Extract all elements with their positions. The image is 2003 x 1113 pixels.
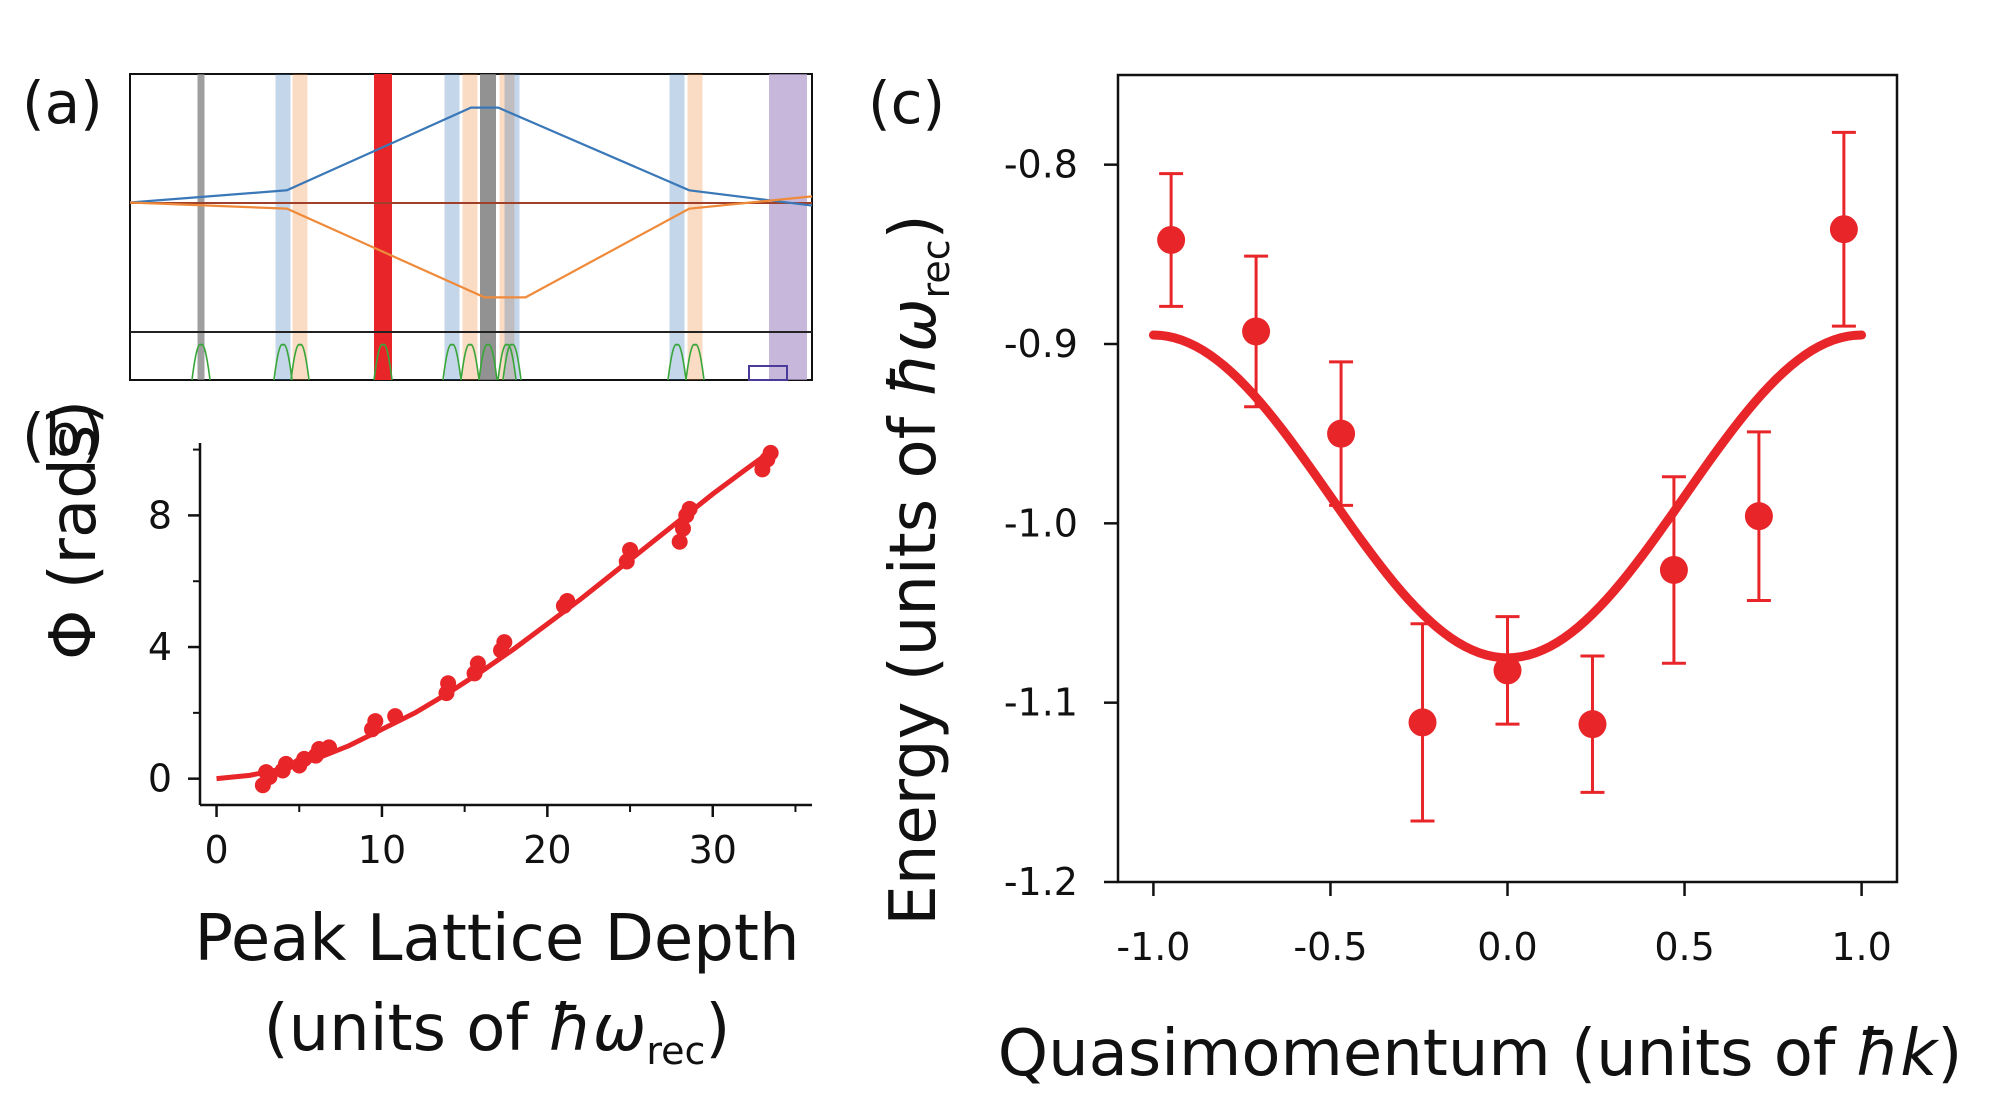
- panel-a-band: [504, 74, 520, 380]
- panel-b-data-point: [321, 739, 338, 756]
- panel-a-peak: [373, 343, 393, 381]
- panel-c-xtick-label: 0.5: [1654, 925, 1714, 969]
- panel-a-peak: [502, 343, 522, 381]
- panel-a-band: [292, 74, 308, 380]
- panel-c-ytick-label: -1.1: [1004, 681, 1078, 725]
- panel-c-data-point: [1578, 710, 1607, 739]
- panel-a-peak: [478, 343, 498, 381]
- panel-a-label: (a): [22, 69, 103, 137]
- panel-a-band: [462, 74, 478, 380]
- panel-b-xlabel-units: (units of ħωrec): [264, 992, 731, 1073]
- panel-b-data-point: [367, 713, 384, 730]
- panel-a-band: [374, 74, 392, 380]
- panel-c-data-point: [1242, 317, 1271, 346]
- panel-a-peak: [273, 343, 293, 381]
- panel-a-blue-curve: [129, 106, 813, 207]
- panel-c-label: (c): [868, 69, 945, 137]
- panel-b-data-point: [762, 444, 779, 461]
- panel-b-xtick-label: 10: [358, 828, 406, 872]
- panel-b-data-point: [469, 655, 486, 672]
- panel-b-label: (b): [22, 401, 104, 469]
- panel-c-data-point: [1408, 708, 1437, 737]
- panel-b-data-point: [671, 533, 688, 550]
- panel-c-chart: -1.0 -0.5 0.0 0.5 1.0 -0.8 -0.9 -1.0 -1.1 -1.2 En…: [877, 73, 1963, 1091]
- panel-a-band: [480, 74, 496, 380]
- panel-b-xlabel: Peak Lattice Depth: [195, 902, 800, 976]
- panel-c-data-point: [1829, 215, 1858, 244]
- panel-b-data-point: [387, 708, 404, 725]
- panel-a-band: [769, 74, 807, 380]
- panel-c-ytick-label: -1.2: [1004, 860, 1078, 904]
- panel-c-data-point: [1493, 656, 1522, 685]
- panel-a-band: [197, 74, 205, 380]
- panel-a-peak: [685, 343, 705, 381]
- panel-a-band: [444, 74, 460, 380]
- panel-b-chart: 0 10 20 30 0 4 8 Φ (rads) Peak Lattice Depth (…: [37, 400, 812, 1073]
- panel-a-peak: [497, 343, 517, 381]
- panel-b-data-point: [559, 592, 576, 609]
- panel-c-ytick-label: -1.0: [1004, 501, 1078, 545]
- panel-b-data-point: [674, 520, 691, 537]
- panel-a-peak: [460, 343, 480, 381]
- panel-b-ylabel: Φ (rads): [37, 400, 111, 660]
- panel-a-peak: [667, 343, 687, 381]
- panel-c-xlabel: Quasimomentum (units of ħk): [998, 1017, 1963, 1091]
- panel-b-xtick-label: 30: [689, 828, 737, 872]
- panel-c-xtick-label: -1.0: [1116, 925, 1190, 969]
- panel-b-ytick-label: 8: [148, 493, 172, 537]
- panel-a-peak: [290, 343, 310, 381]
- panel-b-xtick-label: 20: [523, 828, 571, 872]
- panel-a-box: [748, 365, 788, 381]
- panel-a-band: [669, 74, 685, 380]
- panel-b-data-point: [622, 541, 639, 558]
- panel-b-data-point: [681, 500, 698, 517]
- panel-c-xtick-label: 0.0: [1477, 925, 1537, 969]
- panel-a-band: [499, 74, 515, 380]
- panel-b-ytick-label: 0: [148, 757, 172, 801]
- panel-c-ylabel: Energy (units of ħωrec): [877, 214, 958, 925]
- panel-c-data-point: [1327, 419, 1356, 448]
- panel-c-data-point: [1157, 225, 1186, 254]
- panel-a-orange-curve: [129, 195, 813, 299]
- panel-b-xtick-label: 0: [204, 828, 228, 872]
- panel-b-data-point: [440, 675, 457, 692]
- panel-c-ytick-label: -0.8: [1004, 143, 1078, 187]
- panel-a-diagram: [129, 73, 813, 381]
- panel-b-data-point: [496, 634, 513, 651]
- panel-c-ytick-label: -0.9: [1004, 322, 1078, 366]
- panel-a-band: [275, 74, 291, 380]
- panel-c-xtick-label: 1.0: [1831, 925, 1891, 969]
- panel-c-data-point: [1659, 555, 1688, 584]
- panel-a-band: [687, 74, 703, 380]
- panel-a-peak: [191, 343, 211, 381]
- panel-c-data-point: [1744, 502, 1773, 531]
- panel-b-ytick-label: 4: [148, 625, 172, 669]
- panel-b-data-point: [261, 769, 278, 786]
- panel-c-frame: [1116, 73, 1899, 884]
- panel-b-fit-line: [216, 445, 778, 782]
- panel-a-frame: [129, 73, 813, 381]
- panel-c-fit-curve: [1148, 330, 1867, 663]
- panel-c-xtick-label: -0.5: [1293, 925, 1367, 969]
- panel-a-peak: [442, 343, 462, 381]
- panel-b-data-point: [278, 755, 295, 772]
